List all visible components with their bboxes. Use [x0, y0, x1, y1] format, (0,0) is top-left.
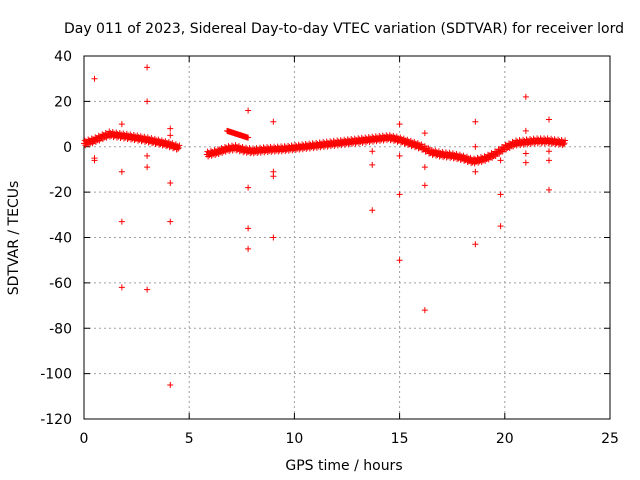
sdtvar-point: [174, 145, 181, 152]
sdtvar-point: [175, 144, 182, 151]
sdtvar-outlier-point: [167, 381, 174, 388]
x-tick-label: 20: [496, 431, 514, 447]
sdtvar-outlier-point: [472, 143, 479, 150]
sdtvar-outlier-point: [167, 180, 174, 187]
x-axis-label: GPS time / hours: [285, 458, 402, 474]
sdtvar-outlier-point: [118, 284, 125, 291]
sdtvar-outlier-point: [144, 152, 151, 159]
sdtvar-point: [176, 142, 183, 149]
sdtvar-outlier-point: [245, 184, 252, 191]
sdtvar-outlier-point: [396, 152, 403, 159]
sdtvar-outlier-point: [421, 130, 428, 137]
chart-title: Day 011 of 2023, Sidereal Day-to-day VTE…: [64, 21, 624, 37]
sdtvar-point: [561, 140, 568, 147]
sdtvar-outlier-point: [545, 148, 552, 155]
sdtvar-outlier-point: [245, 245, 252, 252]
sdtvar-outlier-point: [545, 157, 552, 164]
sdtvar-point: [245, 134, 252, 141]
data-points: [81, 64, 569, 388]
y-tick-label: -20: [49, 185, 72, 201]
x-tick-label: 5: [185, 431, 194, 447]
sdtvar-outlier-point: [421, 164, 428, 171]
sdtvar-outlier-point: [545, 116, 552, 123]
sdtvar-outlier-point: [167, 132, 174, 139]
sdtvar-outlier-point: [270, 118, 277, 125]
x-tick-label: 0: [80, 431, 89, 447]
sdtvar-outlier-point: [497, 223, 504, 230]
sdtvar-outlier-point: [144, 64, 151, 71]
sdtvar-outlier-point: [167, 218, 174, 225]
sdtvar-outlier-point: [522, 159, 529, 166]
sdtvar-outlier-point: [497, 157, 504, 164]
sdtvar-outlier-point: [421, 182, 428, 189]
sdtvar-outlier-point: [421, 307, 428, 314]
y-tick-label: 0: [63, 140, 72, 156]
x-tick-label: 25: [601, 431, 619, 447]
sdtvar-point: [562, 137, 569, 144]
sdtvar-outlier-point: [245, 225, 252, 232]
y-axis-label: SDTVAR / TECUs: [6, 181, 22, 296]
y-tick-label: -80: [49, 321, 72, 337]
sdtvar-outlier-point: [91, 75, 98, 82]
sdtvar-outlier-point: [396, 257, 403, 264]
sdtvar-outlier-point: [270, 234, 277, 241]
sdtvar-outlier-point: [396, 191, 403, 198]
sdtvar-outlier-point: [396, 121, 403, 128]
y-tick-label: -120: [40, 412, 72, 428]
sdtvar-outlier-point: [497, 191, 504, 198]
sdtvar-outlier-point: [118, 218, 125, 225]
sdtvar-outlier-point: [245, 107, 252, 114]
sdtvar-outlier-point: [369, 161, 376, 168]
sdtvar-outlier-point: [91, 157, 98, 164]
sdtvar-outlier-point: [270, 173, 277, 180]
plot-frame: [83, 55, 611, 420]
sdtvar-outlier-point: [369, 148, 376, 155]
x-tick-label: 15: [391, 431, 409, 447]
y-tick-label: -40: [49, 231, 72, 247]
tick-layer: 0 5 10 15 20 25 -120 -100 -80 -60 -40 -20 0 20 40: [40, 49, 619, 447]
sdtvar-outlier-point: [144, 164, 151, 171]
sdtvar-outlier-point: [522, 150, 529, 157]
sdtvar-outlier-point: [167, 125, 174, 132]
sdtvar-outlier-point: [522, 93, 529, 100]
sdtvar-outlier-point: [144, 98, 151, 105]
y-tick-label: -100: [40, 367, 72, 383]
sdtvar-outlier-point: [472, 118, 479, 125]
y-tick-label: 20: [54, 94, 72, 110]
sdtvar-outlier-point: [144, 286, 151, 293]
sdtvar-outlier-point: [118, 121, 125, 128]
sdtvar-outlier-point: [369, 207, 376, 214]
sdtvar-outlier-point: [522, 127, 529, 134]
sdtvar-outlier-point: [472, 168, 479, 175]
y-tick-label: -60: [49, 276, 72, 292]
sdtvar-outlier-point: [545, 186, 552, 193]
x-tick-label: 10: [285, 431, 303, 447]
y-tick-label: 40: [54, 49, 72, 65]
sdtvar-point: [560, 141, 567, 148]
sdtvar-outlier-point: [472, 241, 479, 248]
sdtvar-outlier-point: [118, 168, 125, 175]
grid-layer: [84, 56, 610, 419]
